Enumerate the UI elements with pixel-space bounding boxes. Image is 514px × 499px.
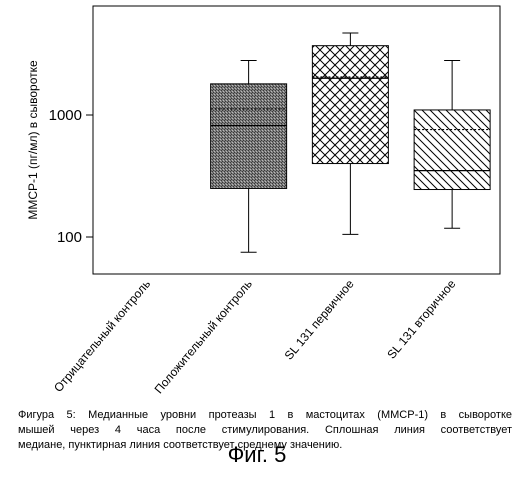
box-iqr	[211, 84, 287, 189]
caption-line: Фигура 5: Медианные уровни протеазы 1 в …	[18, 408, 512, 423]
box-series	[211, 33, 491, 252]
category-label: SL 131 вторичное	[384, 277, 458, 362]
y-tick-label: 100	[57, 229, 82, 246]
box-iqr	[312, 46, 388, 164]
box-iqr	[414, 110, 490, 190]
box-plot-chart: 100 1000 Отрицательный контрольПоложитель…	[0, 0, 514, 408]
y-axis: 100 1000	[49, 107, 93, 246]
category-label: SL 131 первичное	[282, 277, 357, 363]
category-label: Положительный контроль	[152, 277, 255, 396]
category-label: Отрицательный контроль	[51, 277, 153, 395]
y-axis-label: MMCP-1 (пг/мл) в сыворотке	[26, 60, 40, 220]
x-axis-categories: Отрицательный контрольПоложительный конт…	[51, 277, 459, 397]
y-tick-label: 1000	[49, 107, 82, 124]
caption-line: мышей через 4 часа после стимулирования.…	[18, 423, 512, 438]
figure-label: Фиг. 5	[0, 442, 514, 468]
